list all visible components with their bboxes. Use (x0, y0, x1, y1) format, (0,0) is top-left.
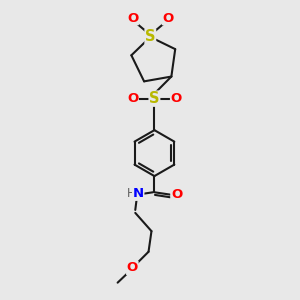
Text: O: O (162, 12, 174, 25)
Text: O: O (171, 188, 182, 201)
Text: S: S (149, 91, 160, 106)
Text: N: N (133, 187, 144, 200)
Text: O: O (171, 92, 182, 105)
Text: H: H (128, 187, 136, 200)
Text: O: O (127, 12, 138, 25)
Text: O: O (127, 261, 138, 274)
Text: S: S (145, 29, 156, 44)
Text: O: O (127, 92, 138, 105)
